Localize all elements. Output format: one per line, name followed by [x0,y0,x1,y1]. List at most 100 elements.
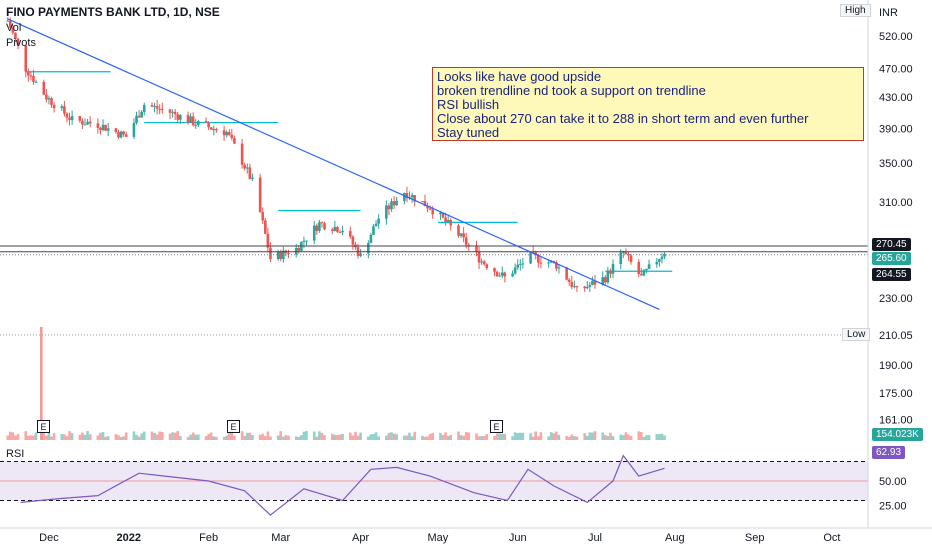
volume-bar [439,433,442,440]
volume-bar [405,435,409,440]
volume-bar [50,436,53,440]
volume-bar [305,431,308,440]
note-line: RSI bullish [437,97,500,112]
volume-bar [624,432,628,440]
volume-bar [627,434,630,440]
volume-bar [245,432,249,440]
volume-bar [155,434,159,440]
candle-body [330,229,334,231]
volume-bar [318,431,321,440]
candle-body [63,106,66,114]
volume-bar [312,431,316,440]
volume-bar [372,434,375,440]
price-tag-close: 265.60 [872,252,911,265]
candle-body [410,195,414,198]
price-tick-label: 470.00 [879,63,913,75]
volume-bar [269,436,272,440]
earnings-marker[interactable]: E [490,420,503,433]
rsi-tick-label: 25.00 [879,500,907,512]
candle-body [88,121,92,124]
candle-body [513,267,517,274]
low-badge[interactable]: Low [842,328,871,341]
note-line: broken trendline nd took a support on tr… [437,83,706,98]
candle-body [222,130,226,136]
volume-bar [573,436,576,440]
volume-bar [446,435,450,440]
volume-bar [449,434,453,440]
volume-bar [263,436,267,440]
candle-body [70,116,74,120]
candle-body [227,132,231,135]
volume-bar [367,436,370,440]
candle-body [585,286,589,289]
volume-bar [583,433,586,440]
note-line: Close about 270 can take it to 288 in sh… [437,111,809,126]
rsi-value-tag: 62.93 [872,446,906,459]
time-tick-label: Sep [745,532,765,544]
candle-body [395,200,398,206]
volume-bar [42,431,46,440]
candle-body [658,259,661,262]
high-badge[interactable]: High [840,4,871,17]
volume-bar [356,435,360,440]
candle-body [83,124,87,126]
candle-body [207,122,210,128]
volume-bar [173,432,177,440]
volume-bar [575,436,579,440]
candle-body [230,134,234,139]
candle-body [336,226,339,232]
candle-body [124,134,128,137]
volume-bar [549,432,553,440]
candle-body [119,131,123,138]
annotation-note[interactable]: Looks like have good upside broken trend… [432,67,864,141]
candle-body [431,209,435,215]
candle-body [503,272,507,277]
volume-bar [348,432,352,440]
volume-bar [194,434,198,440]
candle-body [68,117,71,120]
volume-bar [9,431,12,440]
volume-bar [297,436,301,440]
candle-body [462,233,465,238]
volume-bar [591,432,594,440]
volume-bar [34,432,38,440]
volume-bar [279,431,283,440]
volume-bar [6,435,10,440]
volume-bar [204,436,208,440]
volume-bar [511,436,514,440]
candle-body [11,27,15,33]
volume-bar [421,435,424,440]
candle-body [178,114,182,120]
candle-body [189,116,192,123]
volume-bar [387,432,391,440]
time-tick-label: 2022 [117,532,141,544]
volume-bar [588,432,592,440]
candle-body [261,212,265,221]
earnings-marker[interactable]: E [37,420,50,433]
volume-bar [233,435,236,440]
candle-body [439,212,442,215]
earnings-marker[interactable]: E [227,420,240,433]
candle-body [315,225,319,231]
candle-body [45,94,48,100]
time-tick-label: Dec [39,532,59,544]
candle-body [24,45,28,72]
candle-body [495,271,499,277]
volume-bar [423,436,427,440]
volume-bar [565,435,568,440]
candle-body [377,218,380,224]
volume-bar [32,435,35,440]
volume-bar [390,432,393,440]
candle-body [426,206,429,209]
volume-bar [132,431,136,440]
candle-body [186,114,190,123]
candle-body [624,251,628,255]
volume-bar [467,432,471,440]
volume-bar [96,435,100,440]
candle-body [622,251,625,253]
candle-body [390,201,393,210]
volume-bar [601,432,605,440]
volume-bar [122,436,125,440]
volume-bar [637,431,641,440]
